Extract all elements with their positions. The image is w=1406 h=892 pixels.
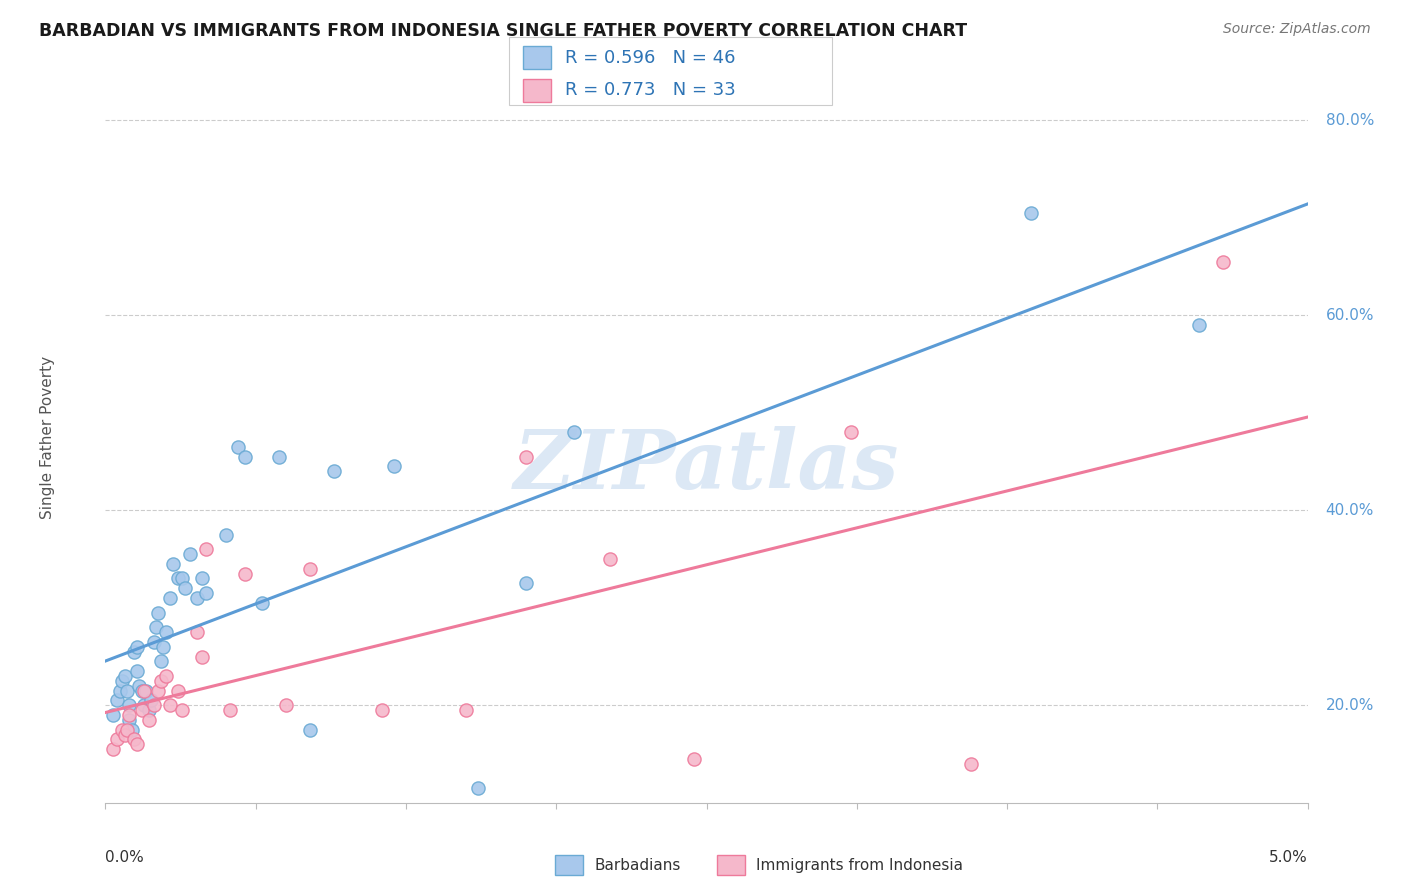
Point (142, 698, 165, 713)
Point (1019, 206, 1042, 220)
Text: 40.0%: 40.0% (1326, 503, 1374, 517)
Text: 60.0%: 60.0% (1326, 308, 1374, 323)
Point (186, 625, 208, 640)
Point (190, 572, 212, 586)
Point (115, 683, 138, 698)
Point (226, 440, 249, 454)
Point (166, 683, 188, 698)
Point (195, 586, 218, 600)
Point (162, 557, 184, 571)
Point (124, 732, 146, 747)
Point (138, 703, 160, 717)
Point (132, 698, 155, 713)
Point (1188, 318, 1211, 332)
Point (219, 703, 242, 717)
Point (186, 591, 208, 605)
Point (173, 581, 195, 595)
Text: 5.0%: 5.0% (1268, 850, 1308, 865)
Point (155, 669, 177, 683)
Point (108, 683, 131, 698)
Point (124, 645, 146, 659)
Point (125, 737, 148, 751)
Point (152, 640, 174, 654)
Point (371, 703, 394, 717)
Point (195, 542, 218, 557)
Point (159, 698, 181, 713)
Point (149, 673, 172, 688)
Point (382, 459, 405, 474)
Point (149, 654, 172, 668)
Point (138, 713, 160, 727)
Text: BARBADIAN VS IMMIGRANTS FROM INDONESIA SINGLE FATHER POVERTY CORRELATION CHART: BARBADIAN VS IMMIGRANTS FROM INDONESIA S… (39, 22, 967, 40)
Point (250, 596, 273, 610)
Point (467, 781, 489, 796)
Point (515, 576, 537, 591)
Point (267, 450, 290, 464)
Point (298, 723, 321, 737)
Point (839, 425, 862, 440)
Text: Source: ZipAtlas.com: Source: ZipAtlas.com (1223, 22, 1371, 37)
Point (190, 649, 212, 664)
Point (107, 732, 129, 747)
Point (515, 450, 537, 464)
Point (298, 562, 321, 576)
Point (683, 752, 706, 766)
Text: ZIPatlas: ZIPatlas (513, 426, 900, 507)
Point (107, 693, 129, 707)
Point (121, 723, 143, 737)
Point (101, 708, 124, 723)
Text: Barbadians: Barbadians (595, 858, 681, 872)
Text: Single Father Poverty: Single Father Poverty (41, 356, 55, 518)
Point (142, 635, 165, 649)
Point (111, 673, 134, 688)
Point (101, 742, 124, 756)
Point (159, 591, 181, 605)
Point (179, 547, 201, 561)
Point (166, 572, 188, 586)
Point (562, 425, 585, 440)
Point (148, 606, 170, 620)
Point (233, 450, 256, 464)
Point (172, 572, 194, 586)
Point (960, 756, 983, 771)
Point (128, 679, 150, 693)
Point (145, 620, 167, 634)
Point (148, 683, 170, 698)
Point (132, 683, 155, 698)
Point (1212, 254, 1234, 268)
Text: Immigrants from Indonesia: Immigrants from Indonesia (756, 858, 963, 872)
Text: 80.0%: 80.0% (1326, 112, 1374, 128)
Point (155, 625, 177, 640)
Point (118, 713, 141, 727)
Point (131, 703, 153, 717)
Point (111, 723, 134, 737)
Text: 0.0%: 0.0% (105, 850, 145, 865)
Point (114, 727, 136, 741)
Text: R = 0.596   N = 46: R = 0.596 N = 46 (565, 49, 735, 67)
Point (118, 698, 141, 713)
Point (131, 683, 153, 698)
Text: 20.0%: 20.0% (1326, 698, 1374, 713)
Point (139, 693, 162, 707)
Point (214, 527, 236, 541)
Text: R = 0.773   N = 33: R = 0.773 N = 33 (565, 81, 735, 99)
Point (454, 703, 477, 717)
Point (274, 698, 297, 713)
Point (233, 566, 256, 581)
Point (115, 723, 138, 737)
Point (114, 669, 136, 683)
Point (135, 683, 157, 698)
Point (118, 708, 141, 723)
Point (172, 703, 194, 717)
Point (599, 552, 621, 566)
Point (125, 640, 148, 654)
Point (125, 664, 148, 678)
Point (322, 464, 344, 478)
